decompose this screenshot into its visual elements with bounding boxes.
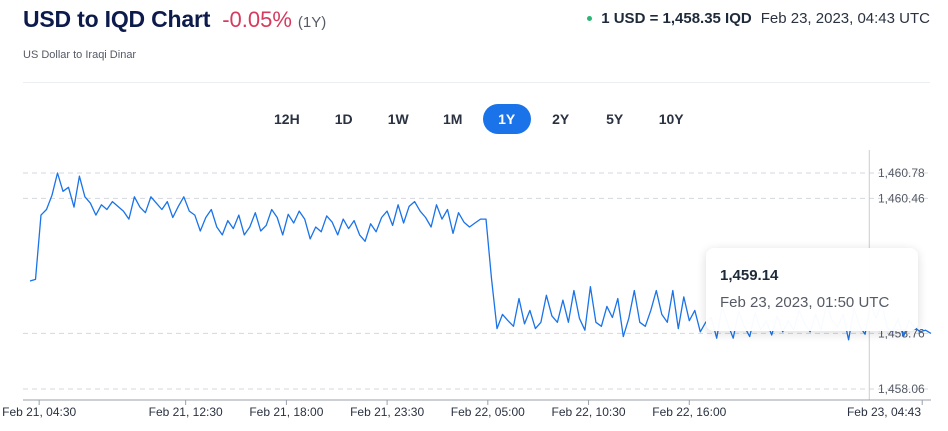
tooltip-time: Feb 23, 2023, 01:50 UTC — [720, 294, 890, 311]
tab-1m[interactable]: 1M — [442, 111, 463, 127]
x-tick-label: Feb 22, 16:00 — [652, 405, 726, 419]
tab-10y[interactable]: 10Y — [658, 111, 684, 127]
page-subtitle: US Dollar to Iraqi Dinar — [23, 49, 137, 61]
tab-1w[interactable]: 1W — [387, 111, 409, 127]
tab-1d[interactable]: 1D — [334, 111, 353, 127]
tab-5y[interactable]: 5Y — [606, 111, 624, 127]
live-status-icon — [587, 16, 593, 21]
page-title: USD to IQD Chart — [23, 6, 211, 32]
x-tick-label: Feb 21, 23:30 — [350, 405, 424, 419]
x-tick-label: Feb 21, 04:30 — [2, 405, 76, 419]
period-label: (1Y) — [297, 14, 327, 31]
tooltip-value: 1,459.14 — [720, 267, 779, 284]
x-tick-label: Feb 22, 10:30 — [552, 405, 626, 419]
x-tick-label: Feb 22, 05:00 — [451, 405, 525, 419]
x-tick-label: Feb 21, 18:00 — [249, 405, 323, 419]
tab-2y[interactable]: 2Y — [552, 111, 570, 127]
tab-1y[interactable]: 1Y — [482, 104, 531, 134]
timeframe-tabs: 12H 1D 1W 1M 1Y 2Y 5Y 10Y — [260, 104, 698, 134]
x-tick-label: Feb 21, 12:30 — [149, 405, 223, 419]
change-percent: -0.05% — [222, 7, 292, 32]
header-divider — [23, 82, 930, 83]
tab-12h[interactable]: 12H — [274, 111, 300, 127]
rate-value: 1 USD = 1,458.35 IQD — [601, 10, 752, 27]
x-ticks: Feb 21, 04:30 Feb 21, 12:30 Feb 21, 18:00 F… — [2, 400, 923, 419]
y-tick-label: 1,458.06 — [878, 382, 925, 396]
y-tick-label: 1,460.46 — [878, 191, 925, 205]
grid-lines — [23, 172, 931, 390]
chart-header: USD to IQD Chart -0.05% (1Y) — [23, 6, 326, 33]
chart-tooltip: 1,459.14 Feb 23, 2023, 01:50 UTC — [706, 248, 918, 331]
rate-timestamp: Feb 23, 2023, 04:43 UTC — [760, 10, 930, 27]
x-tick-label: Feb 23, 04:43 — [847, 405, 921, 419]
y-tick-label: 1,460.78 — [878, 166, 925, 180]
current-rate: 1 USD = 1,458.35 IQD Feb 23, 2023, 04:43… — [587, 10, 930, 27]
